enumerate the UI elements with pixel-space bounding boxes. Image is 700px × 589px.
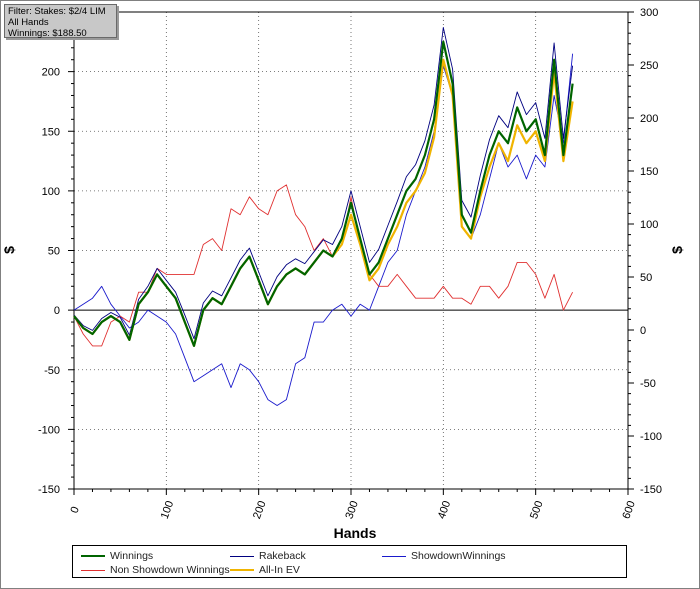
series-line-rakeback <box>73 27 574 340</box>
y-tick-label-right: 250 <box>640 60 658 72</box>
legend-label-showdown-winnings: ShowdownWinnings <box>411 550 506 562</box>
grid <box>73 11 629 490</box>
legend-swatch-rakeback <box>230 555 254 557</box>
filter-winnings-text: Winnings: $188.50 <box>8 28 87 39</box>
legend-label-rakeback: Rakeback <box>259 550 306 562</box>
y-axis-title-right: $ <box>669 246 685 254</box>
legend-item-winnings: Winnings <box>81 549 153 563</box>
y-tick-label-right: 200 <box>640 113 658 125</box>
y-tick-label-left: -150 <box>38 484 60 496</box>
y-tick-label-right: -100 <box>640 431 662 443</box>
legend-swatch-all-in-ev <box>230 569 254 571</box>
legend-item-showdown-winnings: ShowdownWinnings <box>382 549 506 563</box>
filter-info-box: Filter: Stakes: $2/4 LIM All Hands Winni… <box>4 4 117 39</box>
x-tick-label: 0 <box>68 505 81 515</box>
y-tick-label-right: 50 <box>640 272 652 284</box>
legend-swatch-winnings <box>81 555 105 557</box>
x-tick-label: 600 <box>620 499 638 520</box>
y-tick-label-right: -50 <box>640 378 656 390</box>
y-tick-label-right: 150 <box>640 166 658 178</box>
legend-item-rakeback: Rakeback <box>230 549 306 563</box>
x-tick-label: 500 <box>528 499 546 520</box>
legend-swatch-non-showdown-winnings <box>81 569 105 571</box>
x-tick-label: 200 <box>251 499 269 520</box>
axes: 0 100 200 300 400 500 600-150-100-500501001502… <box>38 7 662 521</box>
y-tick-label-left: -100 <box>38 424 60 436</box>
x-tick-label: 100 <box>159 499 177 520</box>
filter-hands-text: All Hands <box>8 17 49 28</box>
legend: Winnings Rakeback ShowdownWinnings Non S… <box>72 545 627 578</box>
legend-label-non-showdown-winnings: Non Showdown Winnings <box>110 564 230 576</box>
legend-item-non-showdown-winnings: Non Showdown Winnings <box>81 563 230 577</box>
legend-label-all-in-ev: All-In EV <box>259 564 300 576</box>
legend-swatch-showdown-winnings <box>382 555 406 557</box>
y-tick-label-right: 0 <box>640 325 646 337</box>
series-line-winnings <box>73 40 574 347</box>
filter-stakes-text: Filter: Stakes: $2/4 LIM <box>8 6 106 17</box>
y-tick-label-right: 300 <box>640 7 658 19</box>
y-tick-label-left: 100 <box>42 186 60 198</box>
y-axis-title-left: $ <box>1 246 17 254</box>
y-tick-label-right: -150 <box>640 484 662 496</box>
y-tick-label-left: 150 <box>42 126 60 138</box>
x-axis-title: Hands <box>334 525 377 541</box>
series-layer <box>73 27 574 406</box>
x-tick-label: 300 <box>343 499 361 520</box>
y-tick-label-left: -50 <box>44 365 60 377</box>
legend-item-all-in-ev: All-In EV <box>230 563 300 577</box>
y-tick-label-left: 200 <box>42 67 60 79</box>
series-line-showdownwinnings <box>73 53 574 406</box>
legend-label-winnings: Winnings <box>110 550 154 562</box>
y-tick-label-left: 0 <box>54 305 60 317</box>
y-tick-label-left: 50 <box>48 246 60 258</box>
series-line-all-in-ev <box>73 58 574 347</box>
x-tick-label: 400 <box>436 499 454 520</box>
y-tick-label-right: 100 <box>640 219 658 231</box>
